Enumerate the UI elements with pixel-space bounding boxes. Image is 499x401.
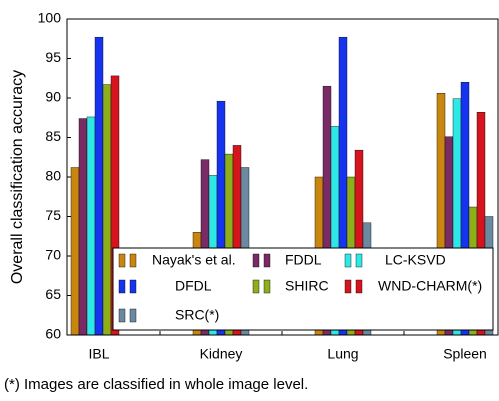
legend-swatch xyxy=(129,308,137,323)
y-tick-label: 80 xyxy=(45,168,61,184)
x-tick-label: IBL xyxy=(88,346,109,362)
legend-label: WND-CHARM(*) xyxy=(378,278,482,294)
legend-swatch xyxy=(355,253,363,268)
legend-swatch xyxy=(344,253,352,268)
bar xyxy=(102,84,112,336)
y-tick-label: 90 xyxy=(45,89,61,105)
legend-swatch xyxy=(118,253,126,268)
y-tick-label: 75 xyxy=(45,207,61,223)
legend-swatch xyxy=(252,253,260,268)
legend-swatch xyxy=(263,279,271,294)
bar xyxy=(78,118,88,336)
footnote: (*) Images are classified in whole image… xyxy=(4,376,308,393)
bar xyxy=(94,36,104,336)
legend-swatch xyxy=(118,308,126,323)
y-tick-label: 100 xyxy=(38,10,62,26)
x-tick-label: Lung xyxy=(327,346,358,362)
x-tick-label: Spleen xyxy=(443,346,487,362)
y-tick-label: 65 xyxy=(45,286,61,302)
legend-label: LC-KSVD xyxy=(385,252,446,268)
legend-swatch xyxy=(344,279,352,294)
legend-swatch xyxy=(129,279,137,294)
legend-swatch xyxy=(129,253,137,268)
legend-swatch xyxy=(355,279,363,294)
legend-label: SHIRC xyxy=(285,278,329,294)
legend-label: FDDL xyxy=(285,252,322,268)
legend-swatch xyxy=(263,253,271,268)
bar xyxy=(70,167,80,336)
legend-swatch xyxy=(118,279,126,294)
y-tick-label: 95 xyxy=(45,49,61,65)
legend-label: SRC(*) xyxy=(175,307,219,323)
y-axis-label: Overall classification accuracy xyxy=(9,70,26,284)
y-tick-label: 70 xyxy=(45,247,61,263)
legend-label: Nayak's et al. xyxy=(152,252,236,268)
y-tick-label: 60 xyxy=(45,326,61,342)
y-tick-label: 85 xyxy=(45,128,61,144)
legend-box xyxy=(112,247,494,331)
legend-swatch xyxy=(252,279,260,294)
x-tick-label: Kidney xyxy=(200,346,243,362)
bar xyxy=(86,116,96,336)
legend-label: DFDL xyxy=(175,278,212,294)
plot-frame xyxy=(66,18,499,336)
